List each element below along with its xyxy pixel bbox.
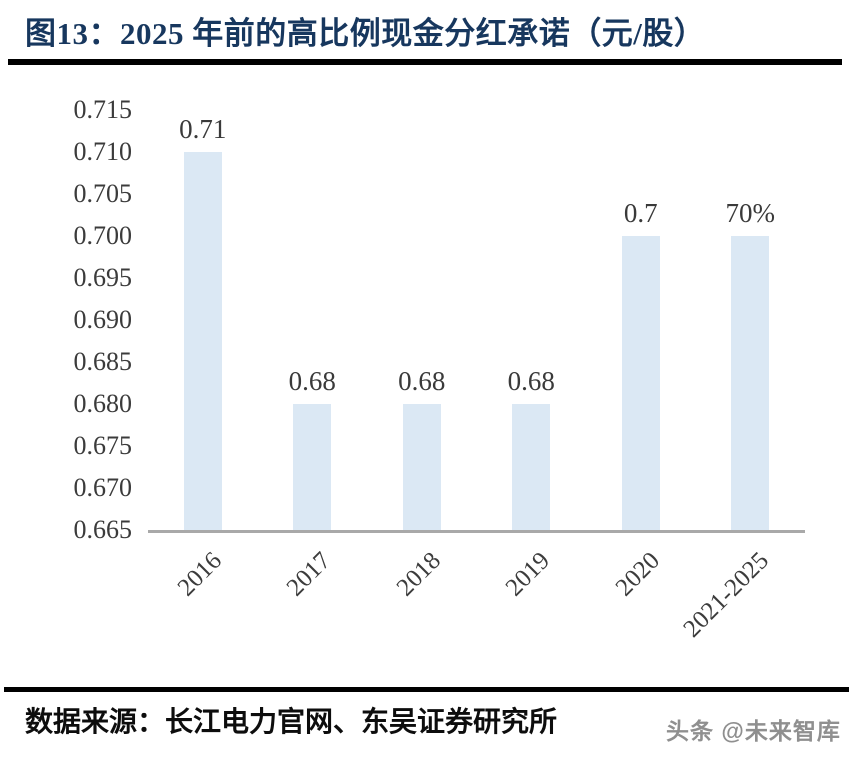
bar-value-label: 0.68 — [507, 366, 555, 396]
y-tick-label: 0.715 — [73, 95, 133, 124]
y-tick-label: 0.665 — [73, 515, 133, 544]
bar-2021-2025 — [731, 236, 770, 530]
bar-2019 — [512, 404, 551, 530]
bar-value-label: 0.71 — [179, 114, 227, 144]
y-tick-label: 0.700 — [73, 221, 133, 250]
top-divider — [8, 59, 842, 65]
watermark-label: 头条 @未来智库 — [666, 718, 841, 744]
y-tick-label: 0.680 — [73, 389, 133, 418]
bar-value-label: 70% — [725, 198, 776, 228]
y-tick-label: 0.690 — [73, 305, 133, 334]
bar-value-label: 0.68 — [288, 366, 336, 396]
x-axis-tick-labels: 2016 2017 2018 2019 2020 2021-2025 — [148, 533, 805, 693]
y-tick-label: 0.705 — [73, 179, 133, 208]
bar-2020 — [621, 236, 660, 530]
data-source-label: 数据来源：长江电力官网、东吴证券研究所 — [25, 707, 558, 738]
y-tick-label: 0.675 — [73, 431, 133, 460]
y-tick-label: 0.685 — [73, 347, 133, 376]
figure-title: 图13：2025 年前的高比例现金分红承诺（元/股） — [25, 16, 706, 51]
bottom-divider — [4, 687, 849, 692]
y-axis-tick-labels: 0.715 0.710 0.705 0.700 0.695 0.690 0.685 0.680… — [0, 0, 133, 560]
y-tick-label: 0.695 — [73, 263, 133, 292]
plot-area: 0.71 0.68 0.68 0.68 0.7 70% — [148, 110, 805, 533]
y-tick-label: 0.670 — [73, 473, 133, 502]
bar-2017 — [293, 404, 332, 530]
bar-value-label: 0.7 — [623, 198, 658, 228]
y-tick-label: 0.710 — [73, 137, 133, 166]
bar-2018 — [402, 404, 441, 530]
bar-value-label: 0.68 — [398, 366, 446, 396]
bar-2016 — [183, 152, 222, 530]
